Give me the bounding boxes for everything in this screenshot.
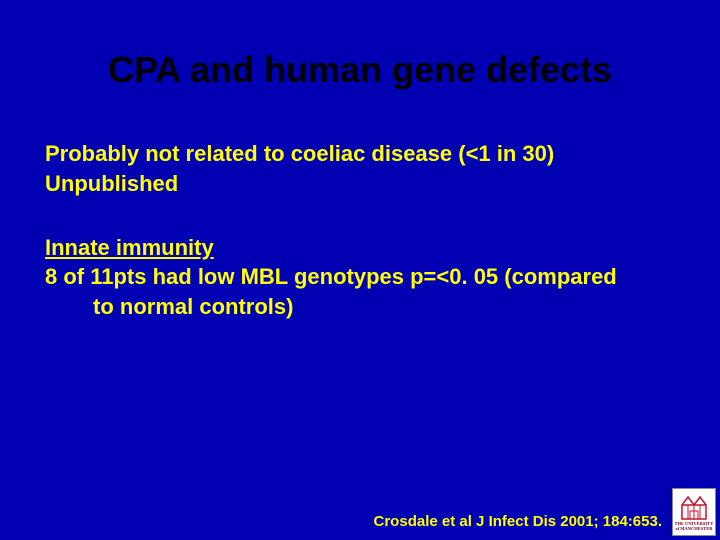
para2-heading: Innate immunity [45, 235, 214, 260]
logo-icon [676, 491, 712, 521]
para1-line1: Probably not related to coeliac disease … [45, 141, 554, 166]
paragraph-1: Probably not related to coeliac disease … [45, 139, 675, 198]
paragraph-2: Innate immunity 8 of 11pts had low MBL g… [45, 233, 675, 322]
citation-text: Crosdale et al J Infect Dis 2001; 184:65… [374, 513, 662, 530]
slide-title: CPA and human gene defects [45, 48, 675, 91]
para2-line2: to normal controls) [45, 292, 675, 322]
university-logo: THE UNIVERSITY of MANCHESTER [672, 488, 716, 536]
slide-container: CPA and human gene defects Probably not … [0, 0, 720, 540]
para2-line1: 8 of 11pts had low MBL genotypes p=<0. 0… [45, 264, 617, 289]
logo-label: THE UNIVERSITY of MANCHESTER [673, 522, 715, 531]
para1-line2: Unpublished [45, 171, 178, 196]
